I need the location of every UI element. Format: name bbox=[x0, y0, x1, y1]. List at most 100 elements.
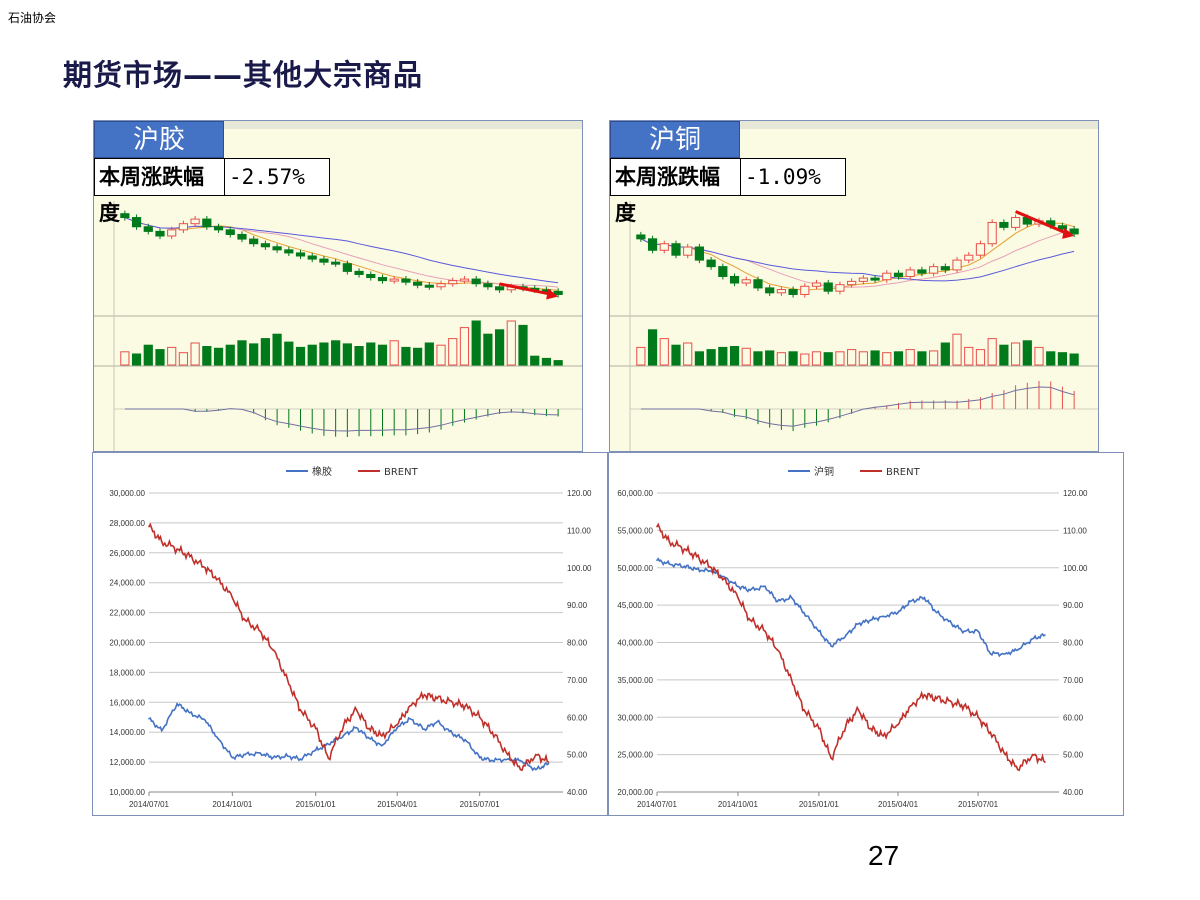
candle bbox=[893, 272, 904, 277]
candle bbox=[225, 229, 235, 235]
volume-bar bbox=[870, 350, 880, 366]
data-point bbox=[737, 585, 739, 588]
candle bbox=[401, 278, 411, 283]
x-tick-label: 2014/07/01 bbox=[637, 800, 678, 809]
data-point bbox=[790, 596, 793, 599]
data-point bbox=[776, 649, 779, 651]
data-point bbox=[286, 679, 289, 681]
candle bbox=[413, 281, 423, 286]
y-right-tick-label: 60.00 bbox=[1063, 713, 1084, 722]
volume-bar bbox=[331, 340, 341, 366]
volume-bar bbox=[471, 320, 481, 366]
legend-entry: BRENT bbox=[384, 467, 419, 478]
data-point bbox=[299, 708, 302, 711]
y-right-tick-label: 40.00 bbox=[1063, 788, 1084, 797]
volume-bar bbox=[1069, 353, 1079, 366]
volume-bar bbox=[167, 346, 177, 366]
candle bbox=[753, 279, 763, 289]
volume-bar bbox=[718, 346, 728, 366]
data-point bbox=[547, 761, 550, 763]
data-point bbox=[710, 566, 713, 569]
y-right-tick-label: 120.00 bbox=[567, 489, 592, 498]
data-point bbox=[882, 615, 884, 618]
series-line bbox=[148, 702, 549, 772]
x-tick-label: 2015/07/01 bbox=[958, 800, 999, 809]
data-point bbox=[923, 694, 926, 696]
page-title: 期货市场——其他大宗商品 bbox=[63, 58, 424, 92]
candle bbox=[800, 285, 810, 295]
y-right-tick-label: 40.00 bbox=[567, 788, 588, 797]
data-point bbox=[764, 630, 766, 633]
volume-bar bbox=[847, 349, 857, 366]
data-point bbox=[668, 563, 671, 565]
volume-bar bbox=[929, 350, 939, 366]
data-point bbox=[423, 694, 426, 696]
candle bbox=[284, 249, 294, 254]
data-point bbox=[776, 600, 779, 603]
volume-bar bbox=[776, 352, 786, 366]
data-point bbox=[355, 708, 358, 711]
y-left-tick-label: 26,000.00 bbox=[109, 549, 145, 558]
candle bbox=[847, 280, 857, 286]
candle bbox=[882, 272, 892, 281]
data-point bbox=[409, 717, 411, 720]
moving-average-line bbox=[640, 238, 1075, 282]
kline-chart bbox=[94, 121, 582, 451]
data-point bbox=[1016, 649, 1019, 651]
data-point bbox=[244, 753, 246, 756]
data-point bbox=[547, 762, 550, 765]
candle bbox=[190, 218, 200, 225]
legend-entry: 橡胶 bbox=[312, 465, 332, 478]
volume-bar bbox=[811, 351, 822, 366]
candle bbox=[741, 279, 751, 284]
x-tick-label: 2014/10/01 bbox=[212, 800, 253, 809]
macd-line bbox=[124, 408, 559, 432]
data-point bbox=[286, 755, 289, 757]
data-point bbox=[790, 679, 793, 681]
volume-bar bbox=[413, 347, 423, 366]
kline-panel-rubber: 沪胶 本周涨跌幅度 -2.57% bbox=[93, 120, 583, 452]
moving-average-line bbox=[640, 221, 1075, 291]
volume-bar bbox=[1046, 351, 1056, 366]
volume-bar bbox=[765, 350, 775, 366]
candle bbox=[683, 246, 693, 256]
volume-bar bbox=[307, 344, 317, 366]
candle bbox=[389, 278, 399, 282]
volume-bar bbox=[858, 351, 868, 366]
y-right-tick-label: 100.00 bbox=[1063, 564, 1088, 573]
data-point bbox=[342, 723, 345, 726]
volume-bar bbox=[272, 333, 282, 366]
data-point bbox=[935, 697, 938, 700]
data-point bbox=[830, 645, 832, 648]
data-point bbox=[950, 701, 953, 704]
candle bbox=[718, 266, 728, 277]
data-point bbox=[478, 756, 481, 759]
y-left-tick-label: 25,000.00 bbox=[617, 751, 653, 760]
data-point bbox=[695, 555, 698, 558]
volume-bar bbox=[1010, 342, 1021, 366]
data-point bbox=[963, 705, 965, 707]
candle bbox=[202, 218, 212, 228]
volume-bar bbox=[249, 343, 259, 366]
y-left-tick-label: 20,000.00 bbox=[109, 639, 145, 648]
line-chart: 20,000.00 25,000.00 30,000.00 35,000.00 40,0… bbox=[617, 465, 1088, 809]
volume-bar bbox=[155, 349, 165, 366]
macd-line bbox=[640, 386, 1075, 427]
data-point bbox=[989, 652, 992, 655]
volume-bar bbox=[893, 351, 904, 366]
data-point bbox=[160, 729, 163, 732]
candle bbox=[331, 261, 341, 265]
y-left-tick-label: 24,000.00 bbox=[109, 579, 145, 588]
data-point bbox=[259, 752, 262, 754]
volume-bar bbox=[1057, 352, 1068, 366]
data-point bbox=[749, 619, 752, 621]
weekly-change-row: 本周涨跌幅度 -2.57% bbox=[94, 158, 330, 225]
y-right-tick-label: 80.00 bbox=[567, 639, 588, 648]
data-point bbox=[327, 743, 330, 745]
candle bbox=[940, 266, 950, 271]
data-point bbox=[188, 711, 191, 714]
data-point bbox=[656, 559, 658, 562]
candle bbox=[1010, 217, 1021, 228]
data-point bbox=[148, 525, 150, 528]
data-point bbox=[204, 719, 206, 722]
